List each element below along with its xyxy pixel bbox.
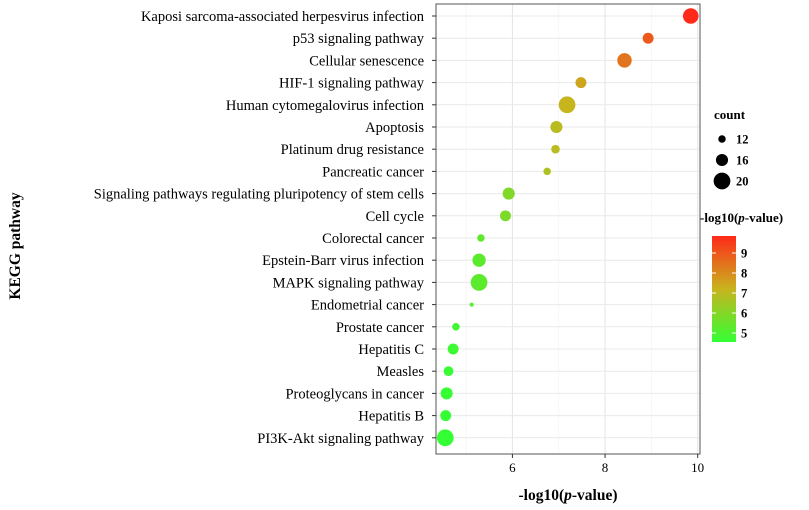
pathway-label: Epstein-Barr virus infection — [262, 253, 425, 269]
data-point — [558, 96, 576, 114]
pathway-label: Human cytomegalovirus infection — [226, 98, 425, 114]
size-legend: count 12 16 20 — [713, 107, 749, 190]
pathway-label: p53 signaling pathway — [293, 31, 425, 47]
pathway-label: Colorectal cancer — [322, 231, 424, 247]
data-point — [447, 343, 459, 355]
pathway-label: Measles — [376, 364, 424, 380]
data-point — [477, 234, 485, 242]
data-point — [440, 387, 453, 400]
pathway-label: HIF-1 signaling pathway — [279, 76, 425, 92]
data-point — [543, 167, 551, 176]
pathway-label: Hepatitis B — [358, 409, 424, 425]
pathway-label: Apoptosis — [365, 120, 424, 136]
color-legend-label: 7 — [741, 287, 747, 301]
size-legend-label: 20 — [736, 175, 749, 189]
x-tick-label: 8 — [602, 460, 609, 475]
size-legend-title: count — [714, 107, 746, 122]
pathway-label: Cellular senescence — [309, 53, 424, 69]
color-legend-bar — [712, 236, 736, 342]
pathway-label: Pancreatic cancer — [322, 164, 424, 180]
data-point — [469, 302, 474, 307]
data-point — [682, 8, 699, 24]
pathway-label: MAPK signaling pathway — [273, 275, 425, 291]
data-point — [642, 32, 654, 44]
pathway-label: Cell cycle — [366, 209, 424, 225]
data-point — [436, 429, 454, 447]
color-legend-label: 9 — [741, 247, 747, 261]
size-legend-label: 16 — [736, 154, 749, 168]
pathway-label: Kaposi sarcoma-associated herpesvirus in… — [141, 9, 425, 25]
data-point — [575, 77, 587, 89]
pathway-label: Platinum drug resistance — [281, 142, 424, 158]
data-point — [443, 366, 454, 377]
panel-background — [436, 4, 700, 454]
y-axis-title: KEGG pathway — [7, 192, 24, 299]
color-legend-label: 8 — [741, 267, 747, 281]
data-point — [550, 120, 563, 134]
data-point — [551, 144, 560, 154]
x-tick-label: 10 — [691, 460, 704, 475]
pathway-label: PI3K-Akt signaling pathway — [257, 431, 424, 447]
color-legend-title: -log10(p-value) — [700, 210, 783, 225]
x-axis-title: -log10(p-value) — [518, 487, 617, 504]
x-ticks: 6 8 10 — [509, 454, 704, 475]
pathway-label: Hepatitis C — [358, 342, 424, 358]
pathway-label: Endometrial cancer — [311, 298, 424, 314]
data-point — [502, 187, 515, 200]
color-legend-label: 5 — [741, 327, 747, 341]
size-legend-dot — [715, 153, 729, 167]
points — [436, 8, 699, 447]
grid — [436, 4, 700, 454]
size-legend-dot — [713, 172, 731, 190]
size-legend-label: 12 — [736, 133, 749, 147]
data-point — [617, 53, 632, 68]
data-point — [452, 323, 460, 331]
pathway-label: Signaling pathways regulating pluripoten… — [94, 187, 425, 203]
data-point — [470, 274, 488, 291]
x-tick-label: 6 — [509, 460, 516, 475]
size-legend-dot — [718, 135, 726, 143]
data-point — [472, 253, 486, 267]
pathway-label: Proteoglycans in cancer — [285, 386, 424, 402]
color-legend-label: 6 — [741, 307, 747, 321]
color-legend: -log10(p-value) 5 6 7 8 9 — [700, 210, 783, 342]
data-point — [440, 410, 452, 422]
pathway-label: Prostate cancer — [336, 320, 424, 336]
data-point — [499, 210, 511, 222]
pathway-labels: Kaposi sarcoma-associated herpesvirus in… — [94, 9, 436, 447]
panel-border — [435, 3, 701, 455]
